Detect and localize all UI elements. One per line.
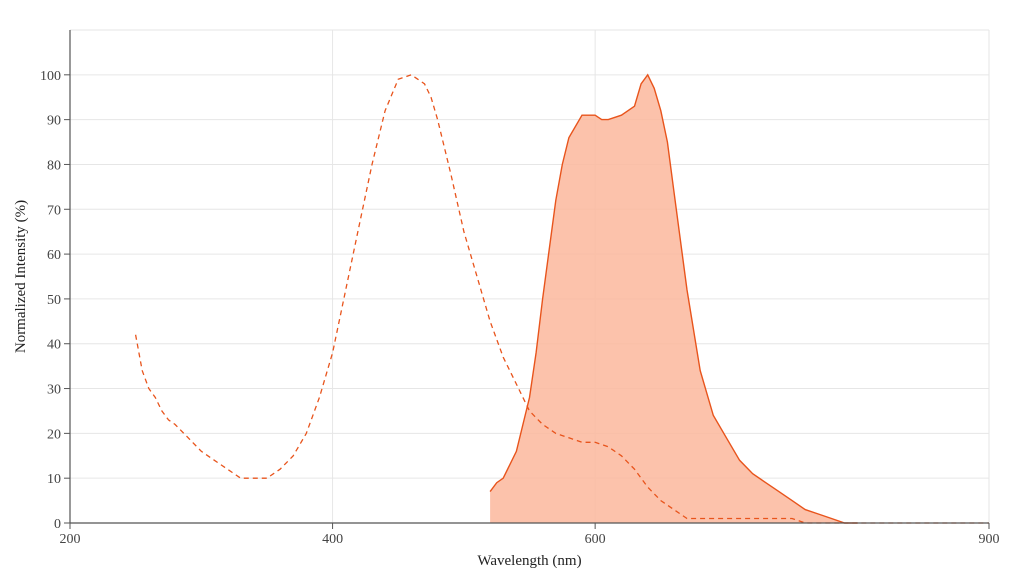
y-tick-label: 0 (54, 517, 61, 532)
y-tick-label: 90 (47, 114, 61, 129)
y-tick-label: 40 (47, 338, 61, 353)
y-tick-label: 70 (47, 203, 61, 218)
y-axis-label: Normalized Intensity (%) (13, 200, 29, 353)
y-tick-label: 20 (47, 427, 61, 442)
excitation-series (134, 74, 989, 524)
emission-line (489, 73, 858, 524)
emission-series (489, 73, 858, 524)
x-tick-label: 900 (979, 532, 1000, 547)
y-tick-label: 100 (40, 69, 61, 84)
excitation-line (134, 74, 989, 524)
axes (64, 30, 990, 529)
x-axis-label: Wavelength (nm) (477, 553, 581, 569)
x-tick-label: 400 (322, 532, 343, 547)
emission-area (490, 74, 858, 524)
x-tick-label: 600 (585, 532, 606, 547)
y-tick-label: 60 (47, 248, 61, 263)
y-tick-label: 50 (47, 293, 61, 308)
y-tick-label: 10 (47, 472, 61, 487)
x-tick-label: 200 (60, 532, 81, 547)
y-tick-label: 30 (47, 383, 61, 398)
tick-labels: 0 10 20 30 40 50 60 70 80 90 100 200 400 600 900 (40, 69, 1000, 547)
y-tick-label: 80 (47, 158, 61, 173)
